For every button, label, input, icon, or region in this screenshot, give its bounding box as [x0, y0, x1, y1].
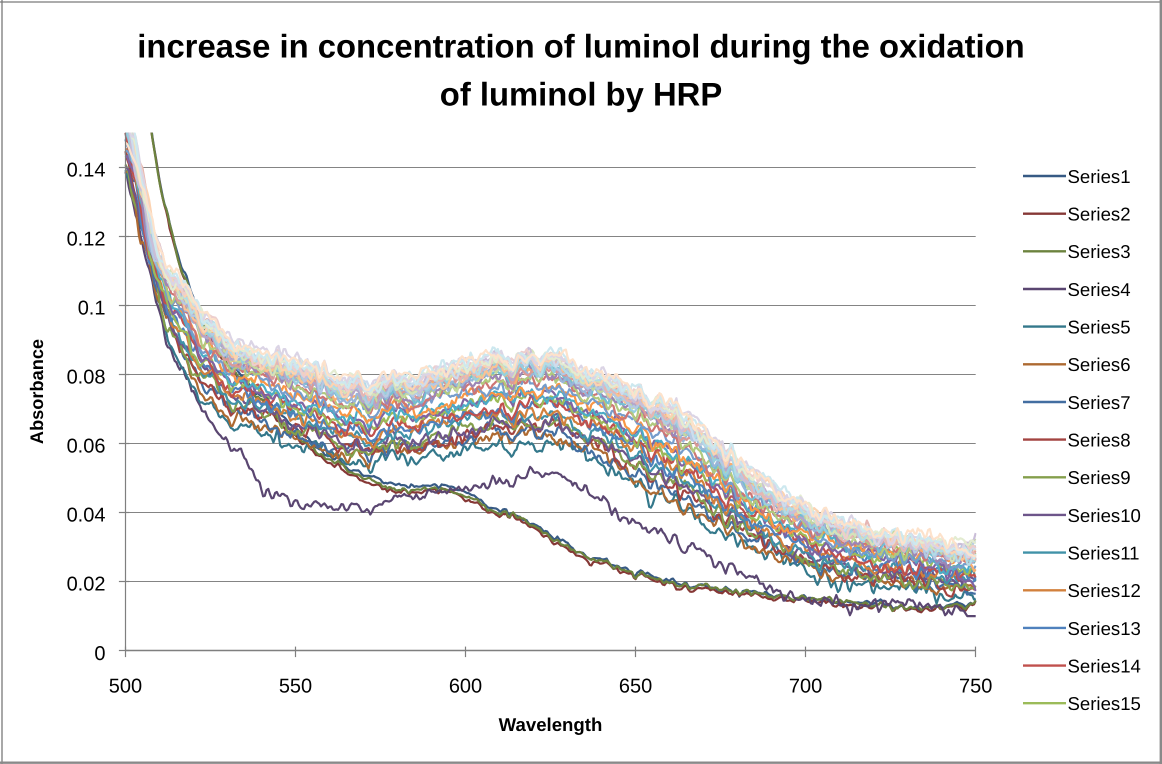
svg-text:Wavelength: Wavelength: [499, 714, 603, 735]
svg-text:700: 700: [789, 676, 822, 698]
svg-text:650: 650: [619, 676, 652, 698]
svg-text:Series12: Series12: [1068, 580, 1141, 601]
svg-text:0: 0: [94, 643, 105, 665]
svg-text:Series6: Series6: [1068, 354, 1131, 375]
svg-text:Series1: Series1: [1068, 166, 1131, 187]
svg-text:increase in concentration of l: increase in concentration of luminol dur…: [137, 28, 1024, 65]
svg-text:Series8: Series8: [1068, 430, 1131, 451]
svg-text:500: 500: [109, 676, 142, 698]
svg-text:Series15: Series15: [1068, 693, 1141, 714]
svg-text:of luminol by HRP: of luminol by HRP: [440, 76, 722, 113]
svg-text:Series2: Series2: [1068, 204, 1131, 225]
svg-text:0.02: 0.02: [67, 574, 106, 596]
svg-text:Series7: Series7: [1068, 392, 1131, 413]
svg-text:0.12: 0.12: [67, 228, 106, 250]
svg-text:750: 750: [959, 676, 992, 698]
svg-text:Series14: Series14: [1068, 656, 1141, 677]
svg-text:Series5: Series5: [1068, 317, 1131, 338]
svg-text:Series13: Series13: [1068, 618, 1141, 639]
svg-text:0.06: 0.06: [67, 436, 106, 458]
svg-text:Series11: Series11: [1068, 543, 1140, 564]
svg-text:600: 600: [449, 676, 482, 698]
svg-text:0.04: 0.04: [67, 505, 106, 527]
svg-text:0.1: 0.1: [78, 298, 106, 320]
svg-text:Series4: Series4: [1068, 279, 1131, 300]
svg-text:Series9: Series9: [1068, 467, 1131, 488]
svg-text:Series10: Series10: [1068, 505, 1141, 526]
svg-text:Absorbance: Absorbance: [27, 339, 47, 444]
svg-text:550: 550: [279, 676, 312, 698]
svg-text:Series3: Series3: [1068, 241, 1131, 262]
svg-text:0.14: 0.14: [67, 159, 106, 181]
svg-text:0.08: 0.08: [67, 367, 106, 389]
